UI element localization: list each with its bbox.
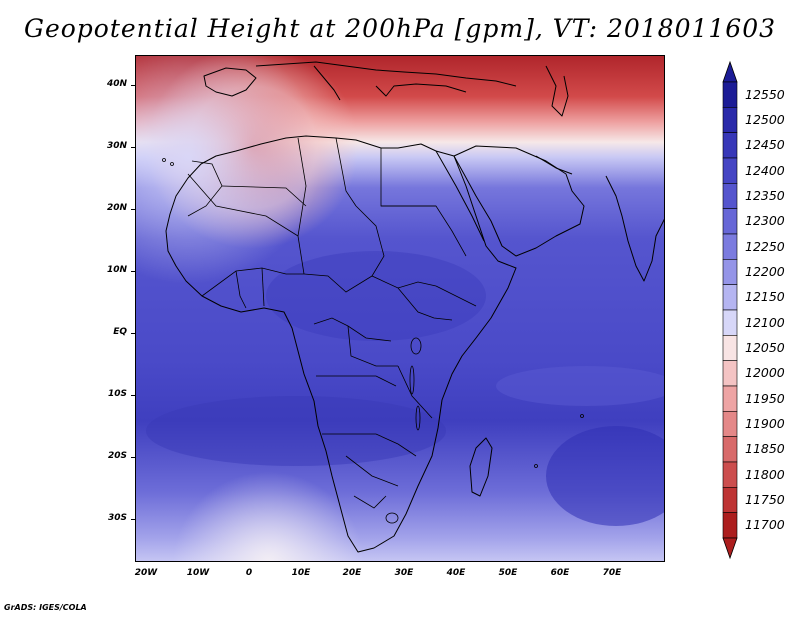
colorbar-top-arrow — [722, 60, 738, 83]
lon-label-50e: 50E — [498, 568, 518, 578]
colorbar-label: 12100 — [745, 314, 785, 330]
colorbar-label: 12200 — [745, 264, 785, 279]
lat-tick-40n — [131, 85, 135, 86]
lon-label-10e: 10E — [291, 568, 311, 578]
colorbar-swatch — [722, 461, 738, 488]
colorbar-bottom-arrow — [722, 537, 738, 560]
colorbar-label: 12300 — [745, 213, 785, 229]
lon-label-40e: 40E — [446, 568, 466, 578]
lon-label-30e: 30E — [394, 568, 414, 578]
lat-tick-30s — [131, 519, 135, 520]
colorbar-label: 12150 — [745, 289, 785, 305]
lat-label-30s: 30S — [107, 513, 127, 523]
colorbar-label: 11750 — [745, 492, 785, 507]
lat-label-20n: 20N — [106, 203, 127, 213]
lat-label-eq: EQ — [113, 327, 127, 337]
lon-label-20w: 20W — [134, 568, 158, 578]
colorbar — [722, 60, 738, 560]
colorbar-swatch — [722, 335, 738, 361]
lat-label-20s: 20S — [107, 451, 127, 461]
colorbar-label: 12500 — [745, 112, 785, 127]
colorbar-label: 11800 — [745, 466, 785, 482]
colorbar-label: 11700 — [745, 517, 785, 533]
lon-label-60e: 60E — [550, 568, 570, 578]
map-panel — [135, 55, 665, 562]
lat-label-30n: 30N — [106, 141, 127, 151]
colorbar-swatch — [722, 208, 738, 235]
colorbar-swatch — [722, 309, 738, 336]
lat-tick-10s — [131, 395, 135, 396]
country-borders — [187, 137, 477, 509]
colorbar-swatch — [722, 512, 738, 539]
lon-label-0: 0 — [245, 568, 253, 578]
lat-tick-30n — [131, 147, 135, 148]
lat-tick-eq — [131, 333, 135, 334]
colorbar-label: 12250 — [745, 238, 785, 254]
colorbar-label: 12550 — [745, 86, 785, 102]
colorbar-label: 12000 — [745, 365, 785, 381]
lat-label-10n: 10N — [106, 265, 127, 275]
lat-label-10s: 10S — [107, 389, 127, 399]
colorbar-label: 11850 — [745, 441, 785, 457]
colorbar-swatch — [722, 183, 738, 209]
lat-tick-20s — [131, 457, 135, 458]
colorbar-label: 11950 — [745, 390, 785, 406]
lat-tick-20n — [131, 209, 135, 210]
colorbar-label: 12050 — [745, 340, 785, 355]
colorbar-swatch — [722, 81, 738, 108]
colorbar-swatch — [722, 411, 738, 437]
colorbar-swatch — [722, 385, 738, 412]
grads-credit: GrADS: IGES/COLA — [4, 603, 87, 612]
colorbar-swatch — [722, 132, 738, 159]
colorbar-swatch — [722, 436, 738, 463]
colorbar-swatch — [722, 360, 738, 387]
lakes — [162, 158, 584, 524]
lon-label-10w: 10W — [186, 568, 210, 578]
colorbar-swatch — [722, 284, 738, 311]
colorbar-label: 12450 — [745, 137, 785, 153]
colorbar-swatch — [722, 157, 738, 184]
colorbar-label: 12400 — [745, 162, 785, 178]
colorbar-swatch — [722, 487, 738, 513]
colorbar-swatch — [722, 233, 738, 260]
colorbar-swatch — [722, 107, 738, 133]
colorbar-swatch — [722, 259, 738, 285]
lon-label-70e: 70E — [602, 568, 622, 578]
lat-label-40n: 40N — [106, 79, 127, 89]
geopotential-field — [136, 56, 664, 561]
lat-tick-10n — [131, 271, 135, 272]
lon-label-20e: 20E — [342, 568, 362, 578]
colorbar-label: 11900 — [745, 416, 785, 431]
map-title: Geopotential Height at 200hPa [gpm], VT:… — [23, 14, 777, 43]
colorbar-label: 12350 — [745, 188, 785, 203]
coastlines — [165, 61, 664, 553]
